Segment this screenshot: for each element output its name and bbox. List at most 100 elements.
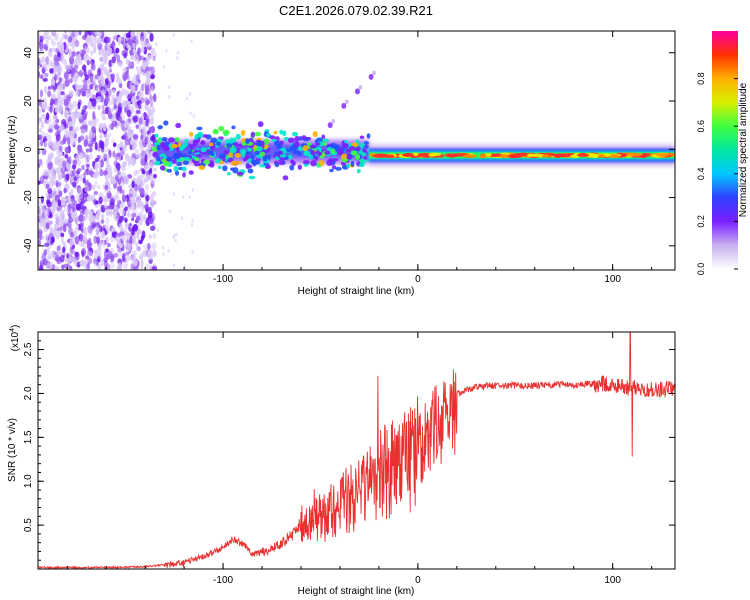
band-dot: [159, 165, 166, 171]
noise-dot: [116, 152, 121, 158]
band-dot: [153, 173, 157, 179]
noise-dot: [82, 82, 88, 91]
noise-dot: [61, 264, 65, 270]
noise-dot: [100, 219, 105, 224]
noise-dot: [52, 200, 58, 206]
noise-dot: [45, 120, 51, 125]
noise-dot: [38, 57, 41, 66]
noise-dot: [161, 245, 165, 250]
x-tick-label: 0: [415, 575, 421, 586]
noise-dot: [78, 240, 82, 247]
noise-dot: [96, 160, 102, 169]
noise-dot: [87, 69, 93, 76]
noise-dot: [148, 92, 153, 100]
band-dot: [330, 148, 336, 154]
band-dot: [227, 172, 231, 176]
noise-dot: [90, 50, 94, 56]
noise-dot: [71, 163, 77, 170]
noise-dot: [46, 196, 51, 201]
noise-dot: [73, 258, 78, 267]
noise-dot: [123, 175, 129, 185]
noise-dot: [121, 253, 126, 262]
band-dot: [346, 163, 351, 168]
noise-dot: [106, 242, 111, 248]
noise-dot: [72, 100, 78, 108]
noise-dot: [38, 206, 41, 214]
chart-title: C2E1.2026.079.02.39.R21: [279, 3, 433, 18]
noise-dot: [151, 158, 155, 167]
noise-dot: [149, 225, 156, 231]
noise-dot: [130, 105, 135, 115]
noise-dot: [150, 116, 154, 126]
band-dot: [196, 126, 203, 131]
noise-dot: [38, 150, 41, 155]
noise-dot: [38, 232, 43, 241]
noise-dot: [155, 42, 158, 46]
band-hot: [608, 154, 620, 158]
noise-dot: [45, 35, 52, 40]
noise-dot: [59, 123, 64, 132]
noise-dot: [189, 111, 192, 116]
colorbar-label: Normalized spectral amplitude: [738, 82, 749, 217]
noise-dot: [165, 49, 168, 53]
noise-dot: [38, 139, 41, 147]
noise-dot: [86, 195, 92, 202]
spectrogram-content: [38, 31, 675, 270]
noise-dot: [138, 55, 145, 61]
noise-dot: [104, 184, 109, 191]
noise-dot: [147, 108, 153, 117]
band-dot: [297, 164, 303, 170]
noise-dot: [110, 258, 114, 263]
noise-dot: [47, 59, 53, 65]
noise-dot: [89, 31, 96, 36]
noise-dot: [69, 198, 74, 207]
noise-dot: [115, 174, 119, 180]
noise-dot: [136, 31, 141, 37]
noise-dot: [70, 194, 75, 203]
noise-dot: [47, 49, 53, 58]
noise-dot: [92, 31, 99, 34]
noise-dot: [148, 127, 153, 132]
noise-dot: [92, 111, 96, 120]
band-dot: [222, 156, 226, 162]
noise-dot: [51, 31, 56, 37]
noise-dot: [72, 181, 77, 188]
band-dot: [259, 151, 266, 157]
noise-dot: [84, 210, 89, 220]
band-dot: [289, 164, 295, 171]
noise-dot: [116, 54, 121, 63]
band-hot: [626, 152, 643, 157]
band-dot: [342, 143, 349, 149]
band-dot: [346, 155, 353, 160]
band-dot: [315, 142, 321, 146]
band-dot: [351, 142, 359, 147]
noise-dot: [119, 140, 124, 148]
band-dot: [165, 147, 170, 151]
noise-dot: [57, 93, 62, 99]
band-dot: [363, 156, 369, 160]
noise-dot: [133, 199, 137, 205]
noise-dot: [127, 117, 132, 123]
noise-dot: [103, 257, 108, 263]
band-dot: [192, 139, 199, 143]
noise-dot: [71, 38, 76, 46]
noise-dot: [139, 46, 145, 53]
band-dot: [194, 134, 199, 141]
noise-dot: [87, 143, 94, 148]
noise-dot: [138, 254, 144, 260]
noise-dot: [144, 177, 150, 182]
noise-dot: [47, 254, 52, 260]
noise-dot: [153, 93, 157, 103]
noise-dot: [96, 249, 102, 256]
y-tick-label: 0.5: [23, 518, 34, 532]
noise-dot: [38, 134, 43, 141]
band-dot: [166, 168, 172, 173]
noise-dot: [58, 226, 62, 231]
band-dot: [161, 136, 168, 142]
noise-dot: [83, 235, 88, 244]
noise-dot: [142, 120, 147, 126]
band-dot: [328, 158, 333, 163]
noise-dot: [120, 210, 126, 215]
noise-dot: [83, 139, 88, 148]
noise-dot: [83, 53, 89, 62]
